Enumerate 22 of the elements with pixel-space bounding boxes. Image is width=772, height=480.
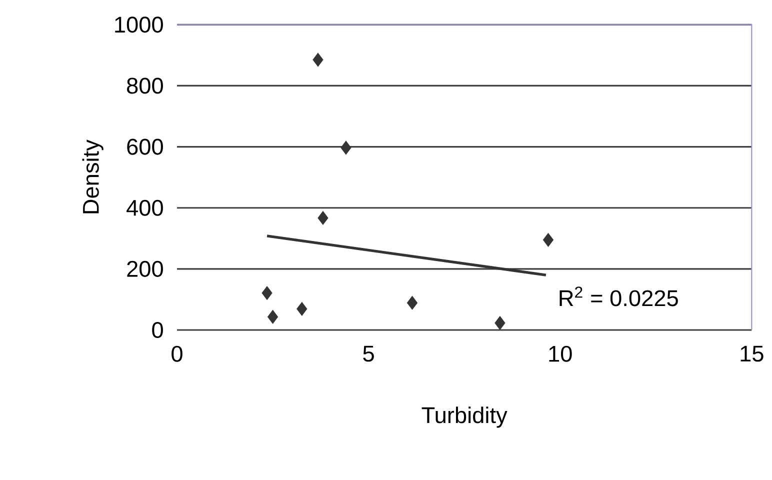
point [268, 310, 278, 324]
y-tick-label: 1000 [115, 16, 163, 33]
annotation: R$^{2}$ = 0.0225 [560, 286, 678, 306]
y-tick-label: 400 [126, 200, 163, 216]
x-tick-label: 0 [172, 346, 182, 362]
x-tick-label: 5 [363, 346, 374, 362]
point [494, 316, 506, 330]
y-axis-title: Density [82, 140, 104, 214]
y-tick-label: 600 [127, 138, 163, 155]
point [296, 302, 308, 316]
x-tick-label: 10 [549, 346, 572, 362]
point [318, 211, 328, 225]
point [340, 140, 352, 155]
x-tick-label: 15 [740, 346, 764, 362]
x-axis-title: Turbidity [422, 406, 508, 428]
point [406, 296, 418, 310]
point [262, 286, 272, 300]
point [312, 52, 324, 67]
y-tick-label: 800 [127, 78, 163, 94]
point [542, 232, 554, 247]
y-tick-label: 0 [152, 322, 163, 338]
y-tick-label: 200 [127, 260, 163, 277]
